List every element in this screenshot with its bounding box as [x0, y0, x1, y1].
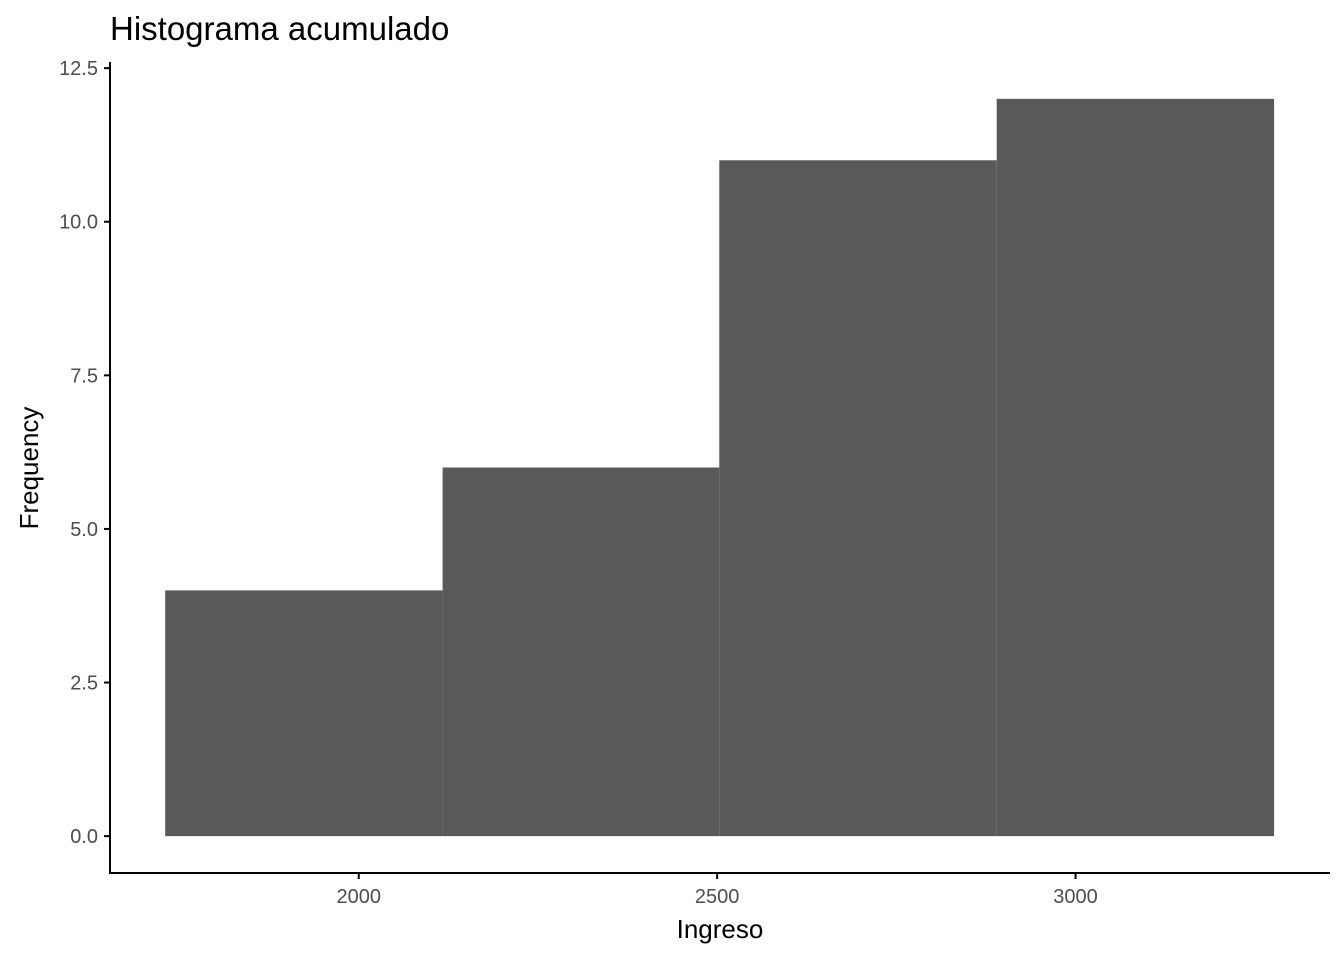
histogram-bar-4 [996, 98, 1275, 837]
x-axis-ticks: 2000 2500 3000 [336, 873, 1098, 908]
histogram-bar-1 [165, 590, 443, 837]
y-tick-label: 10.0 [59, 212, 98, 234]
x-tick-label: 2000 [336, 886, 381, 908]
y-tick-label: 0.0 [70, 826, 98, 848]
y-tick-label: 5.0 [70, 519, 98, 541]
x-axis-title: Ingreso [677, 914, 764, 944]
histogram-bar-3 [719, 160, 997, 837]
x-tick-label: 2500 [695, 886, 740, 908]
bars-layer [165, 98, 1275, 837]
y-tick-label: 2.5 [70, 673, 98, 695]
y-tick-label: 12.5 [59, 58, 98, 80]
y-axis-ticks: 0.0 2.5 5.0 7.5 10.0 12.5 [59, 58, 110, 848]
x-tick-label: 3000 [1053, 886, 1098, 908]
y-tick-label: 7.5 [70, 365, 98, 387]
y-axis-title: Frequency [14, 407, 44, 530]
chart-title: Histograma acumulado [110, 10, 449, 47]
histogram-bar-2 [442, 467, 720, 837]
